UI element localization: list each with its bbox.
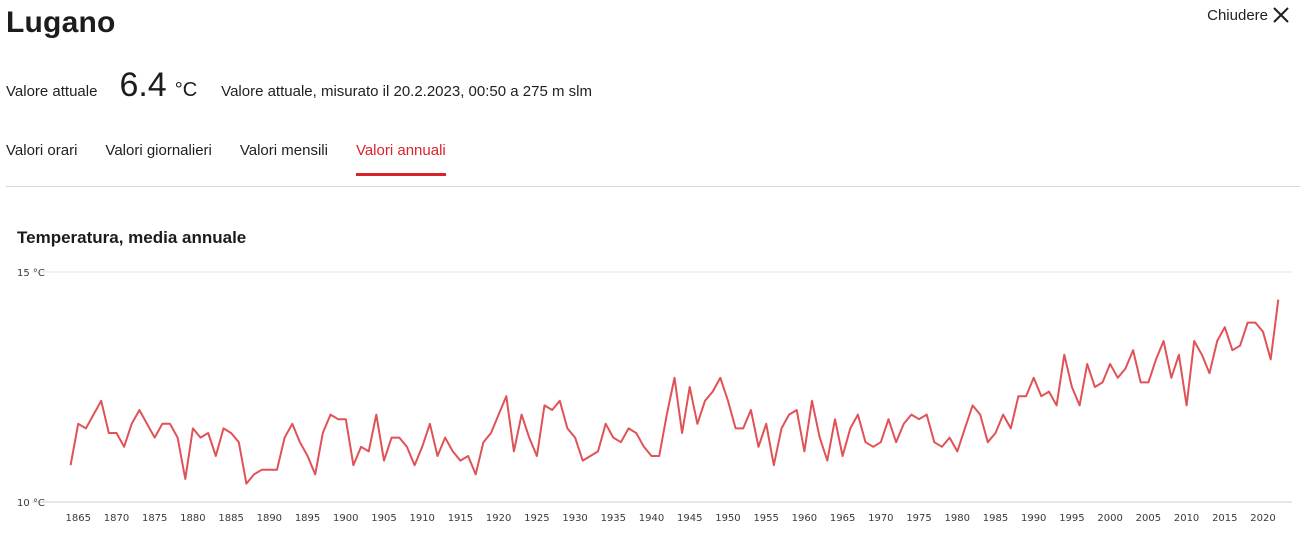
x-tick-label: 1865: [66, 513, 91, 524]
x-tick-label: 1900: [333, 513, 358, 524]
x-tick-label: 2020: [1250, 513, 1275, 524]
x-tick-label: 1920: [486, 513, 511, 524]
x-tick-label: 1895: [295, 513, 320, 524]
x-tick-label: 1910: [409, 513, 434, 524]
x-tick-label: 1965: [830, 513, 855, 524]
x-tick-label: 1980: [945, 513, 970, 524]
current-description: Valore attuale, misurato il 20.2.2023, 0…: [221, 83, 592, 100]
x-tick-label: 1940: [639, 513, 664, 524]
page-title: Lugano: [6, 6, 116, 39]
current-value: 6.4: [119, 66, 167, 104]
x-tick-label: 1915: [448, 513, 473, 524]
x-tick-label: 2010: [1174, 513, 1199, 524]
y-tick-label: 15 °C: [17, 268, 45, 279]
x-tick-label: 1945: [677, 513, 702, 524]
tab-yearly[interactable]: Valori annuali: [355, 142, 446, 176]
x-tick-label: 2015: [1212, 513, 1237, 524]
line-chart: 15 °C 10 °C 1865 1870 1875 1880 1885 1890 1895 19…: [17, 268, 1292, 524]
x-tick-label: 1930: [562, 513, 587, 524]
x-tick-label: 1975: [906, 513, 931, 524]
x-tick-label: 1880: [180, 513, 205, 524]
x-tick-label: 1935: [601, 513, 626, 524]
x-tick-label: 1985: [983, 513, 1008, 524]
tab-monthly[interactable]: Valori mensili: [239, 142, 328, 159]
tab-bar: Valori orari Valori giornalieri Valori m…: [6, 142, 446, 176]
x-tick-label: 1875: [142, 513, 167, 524]
x-tick-label: 1950: [715, 513, 740, 524]
close-button[interactable]: Chiudere: [1207, 6, 1290, 24]
chart-title: Temperatura, media annuale: [17, 228, 247, 247]
x-tick-label: 1995: [1059, 513, 1084, 524]
x-tick-label: 1925: [524, 513, 549, 524]
x-tick-label: 1885: [218, 513, 243, 524]
close-icon: [1273, 7, 1289, 23]
x-tick-label: 1870: [104, 513, 129, 524]
x-tick-label: 1970: [868, 513, 893, 524]
current-unit: °C: [174, 79, 198, 101]
tabs-divider: [6, 186, 1300, 187]
current-value-row: Valore attuale 6.4 °C Valore attuale, mi…: [6, 66, 592, 105]
x-tick-label: 1890: [257, 513, 282, 524]
tab-daily[interactable]: Valori giornalieri: [105, 142, 212, 159]
close-label: Chiudere: [1207, 6, 1268, 24]
current-value-label: Valore attuale: [6, 83, 98, 100]
y-tick-label: 10 °C: [17, 498, 45, 509]
series-line: [69, 299, 1280, 485]
x-tick-label: 2000: [1097, 513, 1122, 524]
x-tick-label: 1990: [1021, 513, 1046, 524]
tab-hourly[interactable]: Valori orari: [6, 142, 78, 159]
x-tick-label: 1960: [792, 513, 817, 524]
x-tick-label: 1905: [371, 513, 396, 524]
x-tick-label: 2005: [1136, 513, 1161, 524]
x-tick-label: 1955: [753, 513, 778, 524]
